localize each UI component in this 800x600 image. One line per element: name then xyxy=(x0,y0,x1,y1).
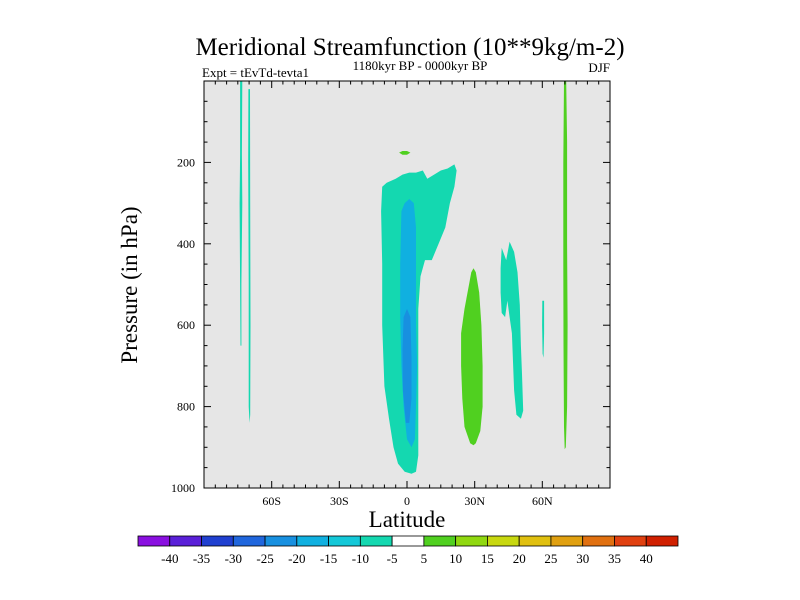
x-tick-label: 30S xyxy=(330,494,349,508)
colorbar-label: 30 xyxy=(576,551,589,566)
colorbar xyxy=(137,535,679,547)
y-tick-labels: 200 400 600 800 1000 xyxy=(171,155,195,495)
y-tick-label: 1000 xyxy=(171,481,195,495)
x-tick-label: 30N xyxy=(464,494,485,508)
colorbar-swatch xyxy=(487,535,520,547)
contour-sh-polar-band-a xyxy=(239,81,243,346)
colorbar-swatch xyxy=(614,535,647,547)
contour-nh-polar-band xyxy=(563,81,568,450)
x-tick-labels: 60S 30S 0 30N 60N xyxy=(262,494,553,508)
x-tick-label: 0 xyxy=(404,494,410,508)
colorbar-label: -10 xyxy=(352,551,369,566)
colorbar-labels: -40 -35 -30 -25 -20 -15 -10 -5 5 10 15 20 25 30 35 40 xyxy=(161,551,653,566)
chart-title: Meridional Streamfunction (10**9kg/m-2) xyxy=(195,34,624,61)
colorbar-label: 15 xyxy=(481,551,494,566)
colorbar-label: 5 xyxy=(421,551,428,566)
chart-subtitle-left: Expt = tEvTd-tevta1 xyxy=(202,65,309,80)
colorbar-swatch xyxy=(232,535,266,547)
colorbar-label: -40 xyxy=(161,551,178,566)
colorbar-swatch xyxy=(645,535,679,547)
colorbar-label: -30 xyxy=(225,551,242,566)
y-tick-label: 800 xyxy=(177,400,195,414)
colorbar-swatch xyxy=(518,535,552,547)
y-axis-label: Pressure (in hPa) xyxy=(117,206,142,363)
colorbar-label: 40 xyxy=(640,551,653,566)
axis-ticks xyxy=(204,81,610,488)
colorbar-swatch xyxy=(455,535,488,547)
contour-equatorial-cell-core xyxy=(402,308,412,423)
contour-equatorial-cell-outer xyxy=(381,164,457,474)
x-tick-label: 60S xyxy=(262,494,281,508)
colorbar-swatch xyxy=(550,535,584,547)
colorbar-swatch xyxy=(423,535,457,547)
x-axis-label: Latitude xyxy=(369,507,446,532)
colorbar-swatch xyxy=(359,535,393,547)
contour-nh-tropical-cell xyxy=(461,268,483,446)
colorbar-swatch xyxy=(328,535,361,547)
colorbar-label: 20 xyxy=(513,551,526,566)
colorbar-label: -25 xyxy=(256,551,273,566)
colorbar-label: -35 xyxy=(193,551,210,566)
colorbar-swatch xyxy=(582,535,615,547)
y-tick-label: 600 xyxy=(177,318,195,332)
contour-nh-midlat-cell xyxy=(500,241,524,419)
colorbar-label: -20 xyxy=(288,551,305,566)
y-tick-label: 200 xyxy=(177,155,195,169)
contour-nh-thin-cell xyxy=(542,300,545,358)
colorbar-label: -15 xyxy=(320,551,337,566)
x-tick-label: 60N xyxy=(532,494,553,508)
colorbar-label: 35 xyxy=(608,551,621,566)
colorbar-swatch xyxy=(296,535,329,547)
contour-sh-polar-band-b xyxy=(248,89,251,423)
colorbar-label: -5 xyxy=(387,551,398,566)
colorbar-swatch xyxy=(169,535,202,547)
colorbar-swatch xyxy=(201,535,234,547)
chart-subtitle-center: 1180kyr BP - 0000kyr BP xyxy=(353,58,488,73)
chart-subtitle-right: DJF xyxy=(588,60,610,75)
y-tick-label: 400 xyxy=(177,237,195,251)
colorbar-label: 25 xyxy=(544,551,557,566)
colorbar-swatch xyxy=(264,535,298,547)
contour-regions xyxy=(239,81,568,474)
colorbar-swatch xyxy=(391,535,425,547)
colorbar-label: 10 xyxy=(449,551,462,566)
colorbar-swatch xyxy=(137,535,171,547)
contour-upper-tropo-cell xyxy=(399,151,411,155)
